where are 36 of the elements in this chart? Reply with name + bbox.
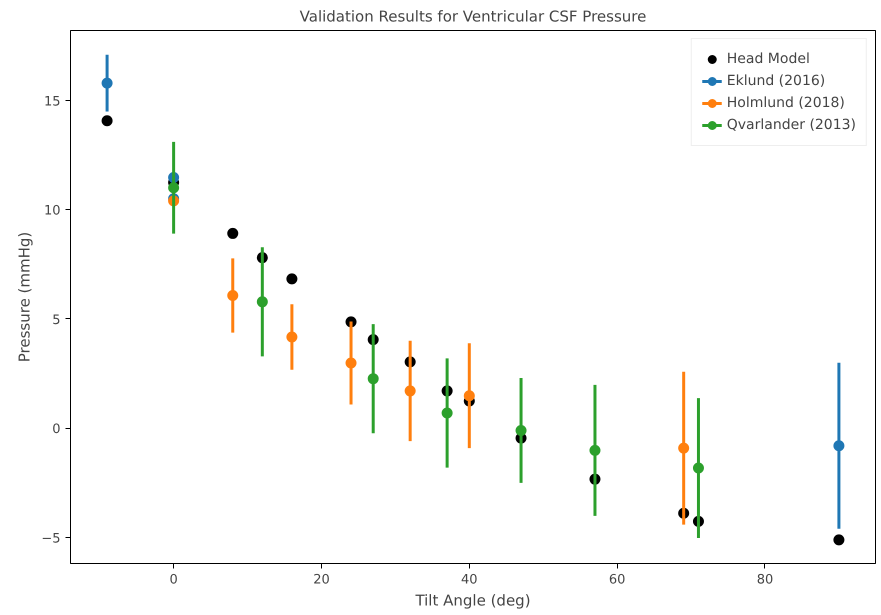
point — [256, 296, 268, 308]
point — [833, 534, 844, 546]
y-axis-title: Pressure (mmHg) — [15, 232, 34, 362]
point — [678, 442, 690, 454]
point — [286, 273, 298, 284]
point — [168, 182, 180, 194]
point — [464, 390, 475, 402]
x-tick-label: 20 — [313, 572, 330, 588]
point — [102, 115, 113, 126]
y-tick-label: 15 — [44, 94, 61, 110]
y-tick-label: 0 — [52, 422, 61, 438]
legend-label: Holmlund (2018) — [726, 95, 845, 111]
point — [442, 408, 453, 418]
legend-label: Qvarlander (2013) — [726, 117, 856, 133]
point — [227, 290, 238, 301]
point — [516, 424, 527, 436]
x-tick-label: 40 — [461, 572, 478, 588]
legend-label: Eklund (2016) — [726, 73, 826, 89]
point — [692, 462, 704, 474]
legend-label: Head Model — [726, 51, 810, 67]
point — [102, 78, 113, 89]
x-tick-label: 80 — [756, 572, 774, 588]
point — [346, 357, 357, 368]
point — [368, 373, 379, 384]
point — [404, 385, 416, 396]
x-tick-label: 60 — [608, 572, 626, 588]
x-axis-title: Tilt Angle (deg) — [414, 592, 531, 610]
y-tick-label: 10 — [44, 204, 61, 219]
point — [227, 228, 238, 239]
point — [589, 444, 600, 456]
y-tick-label: 5 — [52, 312, 61, 328]
point — [286, 331, 298, 342]
chart-title: Validation Results for Ventricular CSF Pressure — [300, 8, 646, 26]
point — [833, 440, 844, 452]
y-tick-label: −5 — [41, 531, 61, 546]
x-tick-label: 0 — [169, 572, 178, 588]
